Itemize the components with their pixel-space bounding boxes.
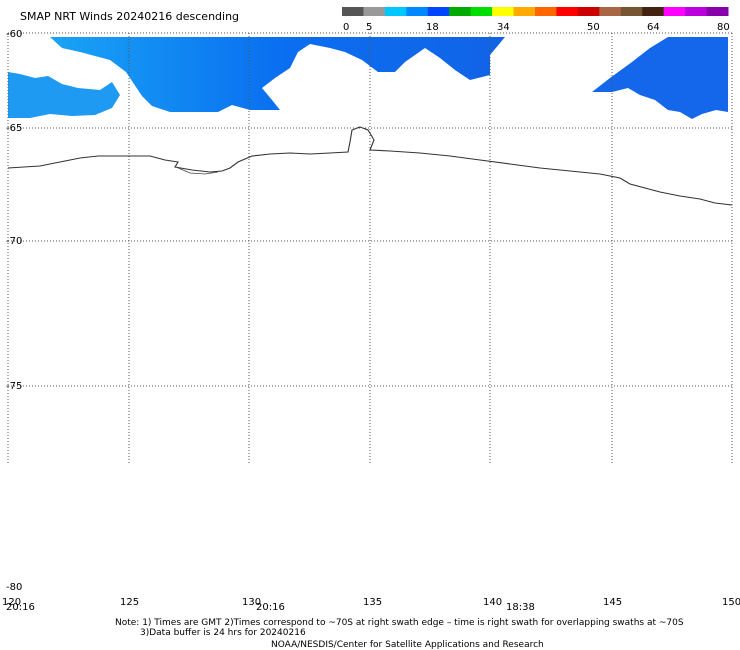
colorbar-segment [685, 7, 708, 16]
colorbar-segment [642, 7, 665, 16]
map-title: SMAP NRT Winds 20240216 descending [20, 10, 239, 23]
colorbar-label: 34 [497, 22, 510, 33]
colorbar-segment [406, 7, 429, 16]
colorbar-segment [342, 7, 364, 16]
colorbar-segment [535, 7, 557, 16]
lon-tick-label: 125 [120, 597, 139, 608]
lon-tick-label: 145 [603, 597, 622, 608]
colorbar-segment [513, 7, 536, 16]
time-label: 20:16 [256, 602, 285, 613]
lon-tick-label: 130 [242, 597, 261, 608]
lat-tick-label: -70 [6, 236, 22, 247]
lat-tick-label: -60 [6, 29, 22, 40]
note-line-1: Note: 1) Times are GMT 2)Times correspon… [115, 618, 684, 628]
colorbar-segment [449, 7, 472, 16]
colorbar-segment [556, 7, 579, 16]
time-label: 20:16 [6, 602, 35, 613]
colorbar-label: 5 [366, 22, 372, 33]
colorbar [342, 7, 729, 16]
colorbar-segment [620, 7, 643, 16]
lon-tick-label: 135 [363, 597, 382, 608]
colorbar-label: 80 [717, 22, 730, 33]
coastline [7, 126, 733, 206]
lon-tick-label: 150 [722, 597, 740, 608]
wind-swaths [8, 37, 728, 119]
lat-tick-label: -65 [6, 123, 22, 134]
wind-swath-right [592, 37, 728, 119]
colorbar-segment [384, 7, 407, 16]
colorbar-labels: 0 5 18 34 50 64 80 [343, 22, 730, 33]
time-label: 18:38 [506, 602, 535, 613]
colorbar-segment [706, 7, 729, 16]
colorbar-segment [363, 7, 386, 16]
wind-swath-left [50, 37, 505, 112]
lat-tick-label: -80 [6, 582, 22, 593]
grid-lines [7, 32, 733, 465]
colorbar-segment [663, 7, 686, 16]
colorbar-segment [577, 7, 600, 16]
wind-swath-edge [8, 72, 120, 118]
colorbar-segment [427, 7, 450, 16]
colorbar-segment [470, 7, 493, 16]
colorbar-label: 18 [426, 22, 439, 33]
longitude-labels: 120 125 130 135 140 145 150 [2, 597, 740, 608]
colorbar-label: 0 [343, 22, 349, 33]
coastline-inset [175, 166, 219, 175]
colorbar-segment [492, 7, 515, 16]
colorbar-label: 64 [647, 22, 660, 33]
colorbar-label: 50 [587, 22, 600, 33]
lon-tick-label: 120 [2, 597, 21, 608]
time-labels: 20:16 20:16 18:38 [6, 602, 535, 613]
credit-line: NOAA/NESDIS/Center for Satellite Applica… [271, 640, 544, 650]
note-line-2: 3)Data buffer is 24 hrs for 20240216 [140, 628, 306, 638]
lat-tick-label: -75 [6, 381, 22, 392]
footnotes: Note: 1) Times are GMT 2)Times correspon… [115, 618, 684, 650]
latitude-labels: -60 -65 -70 -75 -80 [6, 29, 22, 593]
colorbar-segment [599, 7, 622, 16]
lon-tick-label: 140 [483, 597, 502, 608]
